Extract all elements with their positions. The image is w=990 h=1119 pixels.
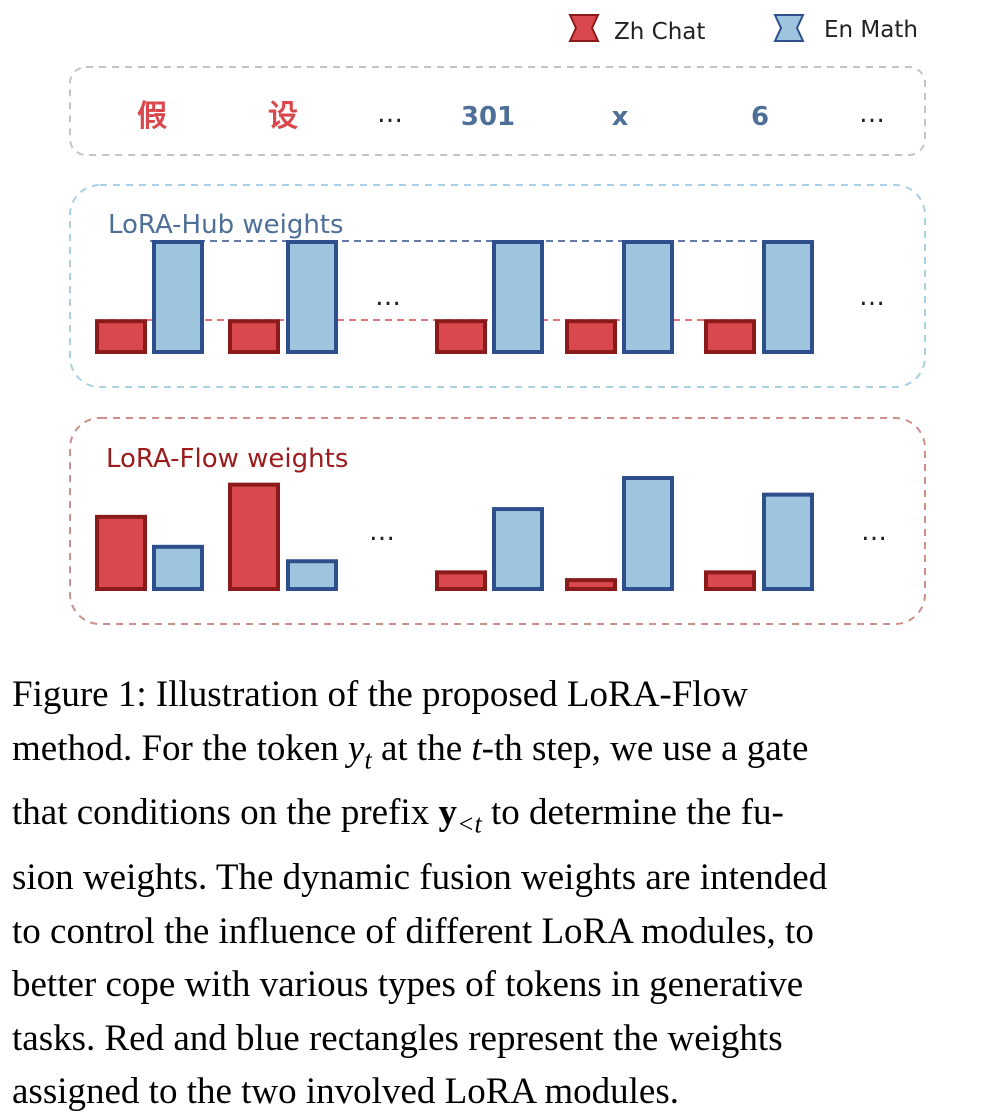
caption-text: to determine the fu-	[481, 792, 784, 834]
hub-zh-chat-bar-0	[95, 319, 147, 355]
flow-ellipsis-end: …	[861, 517, 887, 547]
caption-line-6: better cope with various types of tokens…	[12, 964, 804, 1006]
token-5: 6	[751, 102, 769, 132]
hub-en-math-bar-2	[492, 240, 544, 354]
lora-hub-title: LoRA-Hub weights	[108, 210, 344, 240]
flow-zh-chat-bar-3	[565, 578, 617, 591]
flow-en-math-bar-1	[286, 559, 338, 591]
legend-item-zh-chat: Zh Chat	[568, 14, 705, 45]
flow-zh-chat-bar-2	[435, 570, 487, 591]
flow-en-math-bar-2	[492, 507, 544, 591]
flow-en-math-bar-4	[762, 492, 814, 591]
en-math-swatch-icon	[773, 14, 805, 42]
caption-line-5: to control the influence of different Lo…	[12, 910, 814, 952]
caption-line-2: method. For the token yt at the t-th ste…	[12, 722, 982, 787]
caption-line-4: sion weights. The dynamic fusion weights…	[12, 857, 828, 899]
hub-en-math-bar-0	[152, 240, 204, 354]
lora-hub-panel	[69, 184, 926, 388]
caption-line-8: assigned to the two involved LoRA module…	[12, 1071, 679, 1113]
token-ellipsis-1: …	[377, 99, 403, 129]
hub-en-math-bar-4	[762, 240, 814, 354]
token-sequence-box	[69, 66, 926, 156]
math-bold-y: y	[438, 792, 457, 834]
token-4: x	[612, 102, 629, 132]
flow-zh-chat-bar-4	[704, 570, 756, 591]
flow-zh-chat-bar-0	[95, 514, 147, 591]
caption-text: -th step, we use a gate	[481, 727, 809, 769]
figure-caption: Figure 1: Illustration of the proposed L…	[12, 668, 982, 1119]
token-sequence: 假 设 … 301 x 6 …	[137, 99, 885, 134]
hub-en-math-bar-1	[286, 240, 338, 354]
lora-flow-title: LoRA-Flow weights	[106, 444, 348, 474]
hub-ellipsis-end: …	[859, 282, 885, 312]
hub-zh-chat-bar-3	[565, 319, 617, 355]
lora-flow-figure: Zh Chat En Math 假 设 … 301 x 6 … LoRA-Hub…	[69, 14, 926, 625]
caption-text: that conditions on the prefix	[12, 792, 439, 834]
hub-zh-chat-bar-4	[704, 319, 756, 355]
caption-line-1: Figure 1: Illustration of the proposed L…	[12, 674, 748, 715]
token-0: 假	[137, 99, 167, 134]
hub-zh-chat-bar-1	[228, 319, 280, 355]
caption-text: method. For the token	[12, 727, 349, 769]
caption-line-7: tasks. Red and blue rectangles represent…	[12, 1017, 783, 1059]
zh-chat-swatch-icon	[568, 14, 600, 42]
math-sub-t: t	[364, 744, 372, 774]
legend-item-en-math: En Math	[773, 14, 918, 43]
math-y: yt	[348, 727, 372, 774]
flow-en-math-bar-3	[622, 476, 674, 591]
math-sub-lt: <t	[456, 809, 482, 839]
legend: Zh Chat En Math	[568, 14, 918, 45]
legend-label-zh-chat: Zh Chat	[614, 19, 705, 45]
lora-hub-bars	[95, 240, 814, 355]
caption-line-3: that conditions on the prefix y<t to det…	[12, 786, 982, 851]
token-ellipsis-2: …	[859, 99, 885, 129]
legend-label-en-math: En Math	[824, 17, 918, 43]
lora-flow-bars	[95, 476, 814, 592]
caption-text: at the	[371, 727, 472, 769]
math-var-t: t	[471, 727, 482, 769]
math-var-y: y	[348, 727, 365, 769]
hub-ellipsis-middle: …	[375, 282, 401, 312]
flow-zh-chat-bar-1	[228, 482, 280, 591]
hub-zh-chat-bar-2	[435, 319, 487, 355]
flow-en-math-bar-0	[152, 544, 204, 592]
token-1: 设	[268, 99, 298, 134]
token-3: 301	[461, 102, 515, 132]
hub-en-math-bar-3	[622, 240, 674, 354]
flow-ellipsis-middle: …	[369, 517, 395, 547]
lora-flow-panel	[69, 417, 926, 625]
